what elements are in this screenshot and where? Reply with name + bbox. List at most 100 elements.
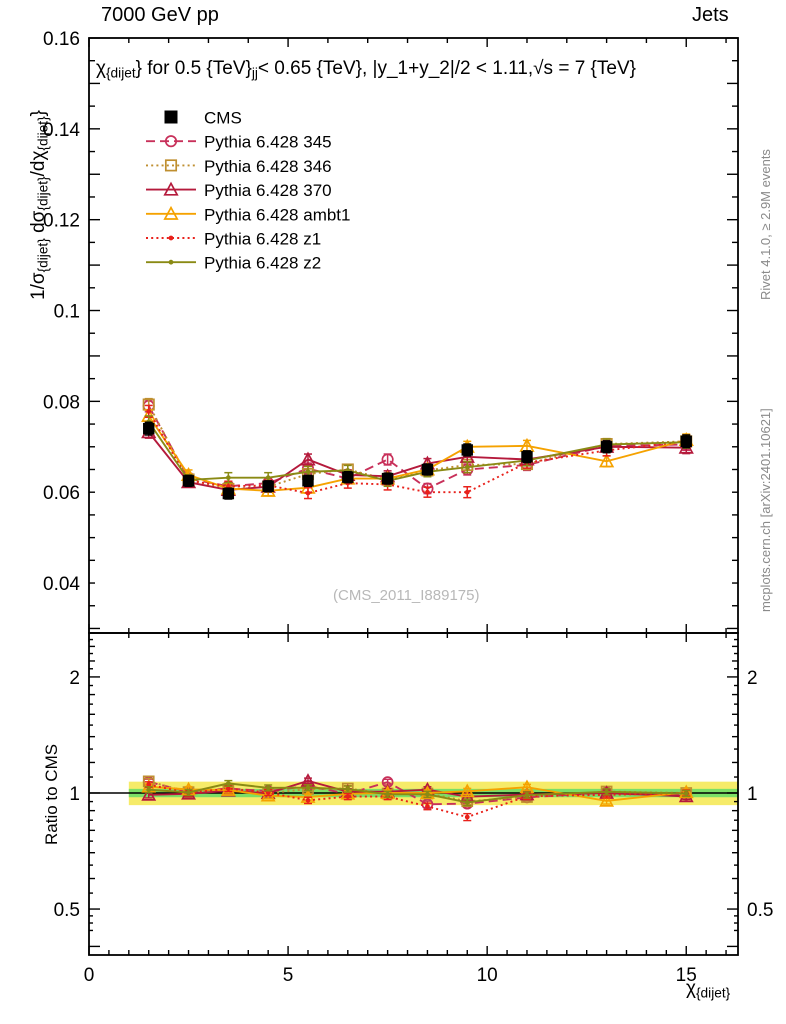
main-y-tick-label: 0.12 [43, 211, 80, 232]
marker-dot [425, 804, 430, 809]
marker-dot [385, 791, 391, 797]
marker-triangle-open [300, 451, 316, 466]
title-chi: χ [96, 58, 106, 79]
ratio-series-line [148, 782, 687, 804]
title-body: } for 0.5 {TeV}jj< 0.65 {TeV}, |y_1+y_2|… [135, 58, 636, 81]
marker-circle-open [381, 453, 394, 466]
analysis-watermark: (CMS_2011_I889175) [333, 587, 480, 604]
x-tick-label: 5 [283, 965, 294, 986]
marker-square-filled [222, 487, 235, 500]
legend-item-label: Pythia 6.428 z1 [204, 230, 321, 249]
main-y-tick-label: 0.04 [43, 574, 80, 595]
marker-square-filled [421, 463, 434, 476]
marker-dot [168, 235, 174, 241]
main-series-line [147, 404, 687, 490]
main-y-tick-label: 0.08 [43, 392, 80, 413]
marker-dot [464, 800, 470, 805]
marker-square-filled [182, 475, 195, 487]
legend-item-label: Pythia 6.428 ambt1 [204, 205, 350, 224]
ratio-y-tick-label-right: 2 [747, 668, 758, 689]
header-right-label: Jets [692, 4, 729, 26]
marker-square-filled [143, 422, 155, 435]
main-y-tick-label: 0.06 [43, 483, 80, 504]
marker-triangle-open [141, 787, 157, 801]
marker-square-filled [302, 475, 314, 487]
marker-dot [265, 475, 271, 481]
marker-dot [425, 489, 430, 495]
ratio-y-tick-label-right: 1 [747, 784, 758, 805]
main-y-tick-label: 0.16 [43, 29, 80, 50]
marker-square-open [164, 159, 178, 172]
x-label-subscript: {dijet} [695, 985, 731, 1001]
x-tick-label: 15 [676, 965, 697, 986]
main-series-line [147, 405, 687, 490]
marker-square-filled [381, 472, 394, 485]
title-chi-subscript: {dijet [105, 65, 136, 81]
marker-dot [345, 786, 351, 792]
marker-dot [225, 786, 231, 791]
marker-dot [464, 464, 470, 470]
legend-item-label: CMS [204, 109, 242, 128]
main-series-line [147, 415, 687, 492]
x-tick-label: 10 [477, 965, 498, 986]
marker-triangle-open [598, 453, 615, 468]
plot-title: χ{dijet} for 0.5 {TeV}jj< 0.65 {TeV}, |y… [96, 58, 636, 80]
marker-dot [305, 785, 311, 791]
x-axis-label: χ{dijet} [686, 978, 730, 1000]
ratio-y-tick-label-left: 2 [69, 668, 80, 689]
marker-dot [464, 489, 470, 495]
marker-triangle-open [678, 784, 694, 799]
main-series-line [147, 421, 687, 482]
legend-item-label: Pythia 6.428 z2 [204, 254, 321, 273]
x-tick-label: 0 [84, 965, 95, 986]
marker-dot [305, 469, 311, 475]
marker-dot [604, 789, 610, 795]
marker-dot [305, 797, 311, 803]
marker-square-filled [461, 444, 473, 456]
marker-dot [146, 408, 152, 414]
header-left-label: 7000 GeV pp [101, 4, 219, 26]
marker-triangle-open [459, 783, 475, 798]
marker-square-filled [600, 441, 613, 453]
marker-dot [305, 490, 311, 496]
legend-item-label: Pythia 6.428 370 [204, 181, 332, 200]
marker-square-filled [164, 110, 178, 124]
marker-dot [168, 259, 174, 265]
main-panel-frame [88, 37, 739, 634]
ratio-series-line [148, 783, 687, 819]
marker-dot [225, 475, 231, 481]
marker-dot [524, 792, 530, 798]
marker-triangle-open [599, 793, 615, 807]
marker-dot [425, 791, 430, 797]
ratio-y-tick-label-right: 0.5 [747, 900, 773, 921]
title-body2: < 0.65 {TeV}, |y_1+y_2|/2 < 1.11, [257, 58, 534, 79]
marker-dot [345, 794, 351, 799]
ratio-y-tick-label-left: 0.5 [54, 900, 80, 921]
ratio-panel-frame [88, 632, 739, 956]
marker-square-filled [262, 480, 274, 492]
marker-triangle-open [163, 181, 179, 196]
marker-dot [186, 790, 191, 795]
marker-dot [683, 791, 689, 796]
marker-square-filled [521, 451, 533, 463]
legend-item-label: Pythia 6.428 345 [204, 133, 332, 152]
marker-dot [146, 782, 152, 788]
marker-dot [146, 787, 152, 793]
x-label-chi: χ [686, 978, 696, 999]
marker-square-filled [680, 435, 692, 448]
marker-dot [225, 780, 231, 786]
ratio-y-tick-label-left: 1 [69, 784, 80, 805]
main-y-tick-label: 0.14 [43, 120, 80, 141]
marker-triangle-open [163, 205, 179, 220]
title-sqrt-s: √s = 7 {TeV} [533, 58, 636, 79]
main-series-line [147, 410, 687, 495]
main-y-tick-label: 0.1 [54, 302, 80, 323]
marker-dot [464, 814, 470, 820]
legend-item-label: Pythia 6.428 346 [204, 157, 332, 176]
marker-circle-open [164, 135, 178, 148]
marker-square-filled [342, 471, 354, 483]
title-mjj-subscript: jj [251, 65, 258, 81]
marker-dot [265, 785, 271, 791]
